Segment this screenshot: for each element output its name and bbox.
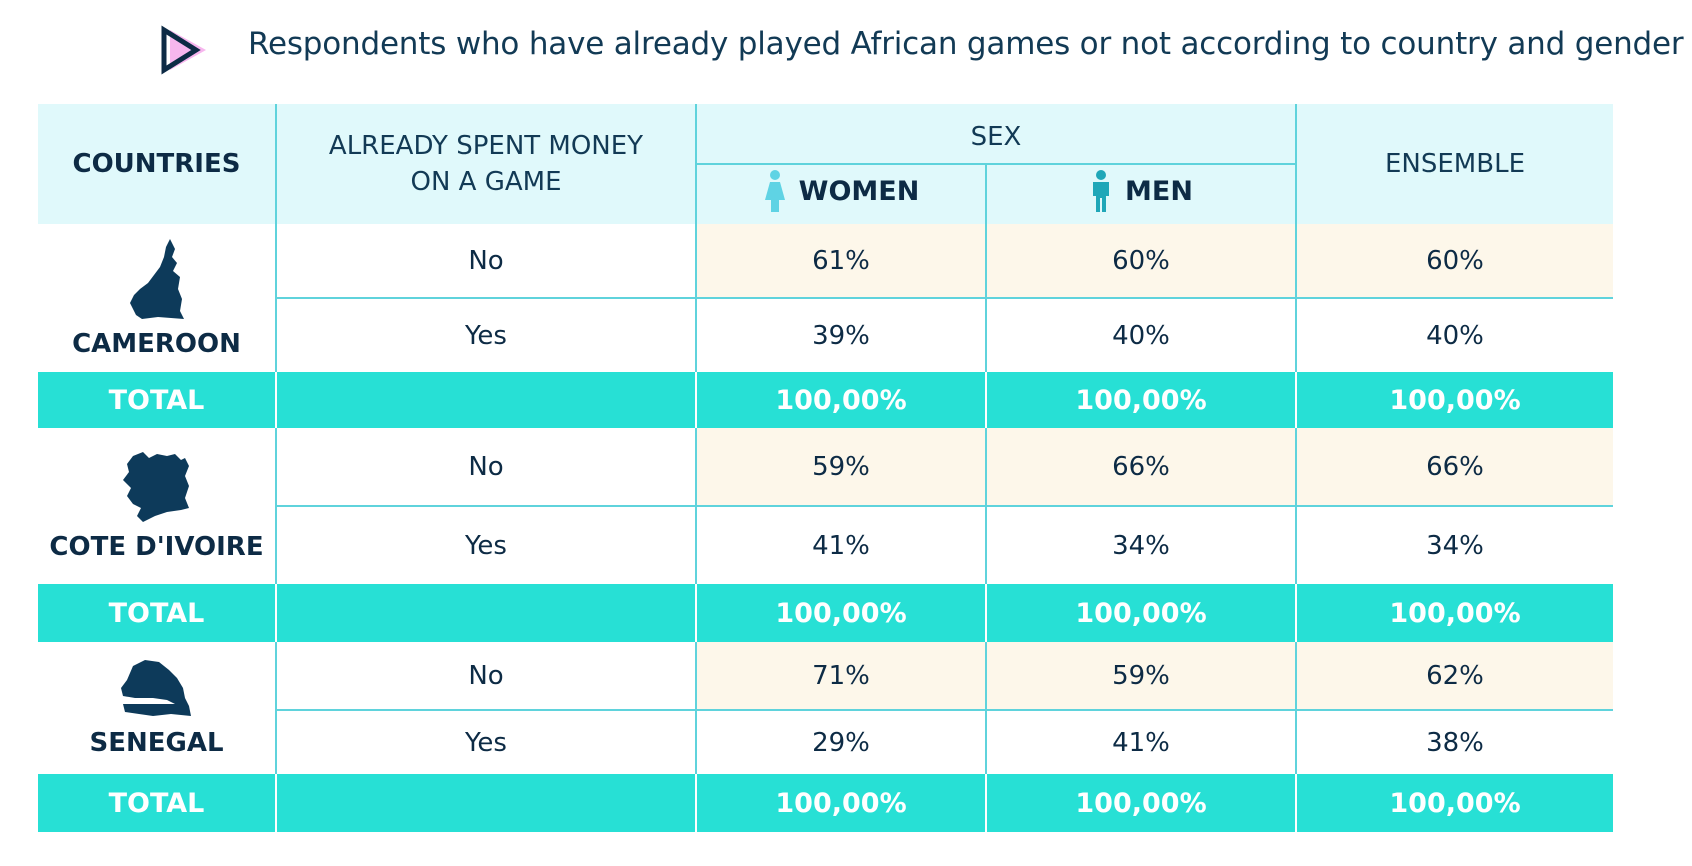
men-value: 66% xyxy=(985,428,1296,507)
answer-cell: Yes xyxy=(275,298,696,372)
total-women: 100,00% xyxy=(695,372,986,428)
ensemble-value: 38% xyxy=(1295,710,1613,774)
total-ensemble: 100,00% xyxy=(1295,774,1613,832)
senegal-map-icon xyxy=(120,660,191,716)
ensemble-value: 34% xyxy=(1295,506,1613,584)
total-women: 100,00% xyxy=(695,584,986,642)
header-countries: COUNTRIES xyxy=(38,104,276,224)
total-label: TOTAL xyxy=(38,584,276,642)
country-name: SENEGAL xyxy=(89,728,224,758)
men-value: 41% xyxy=(985,710,1296,774)
man-icon xyxy=(1093,170,1110,212)
total-women: 100,00% xyxy=(695,774,986,832)
header-men: MEN xyxy=(985,164,1296,224)
cameroon-map-icon xyxy=(129,239,184,319)
ensemble-value: 40% xyxy=(1295,298,1613,372)
total-empty xyxy=(275,372,696,428)
header-sex: SEX xyxy=(695,104,1296,165)
cote-divoire-map-icon xyxy=(122,452,189,522)
country-name: CAMEROON xyxy=(72,329,241,359)
ensemble-value: 66% xyxy=(1295,428,1613,507)
header-men-label: MEN xyxy=(1125,175,1193,207)
header-spent: ALREADY SPENT MONEY ON A GAME xyxy=(275,104,696,224)
answer-cell: No xyxy=(275,224,696,299)
country-cell-cote-divoire: COTE D'IVOIRE xyxy=(38,428,276,584)
header-ensemble: ENSEMBLE xyxy=(1295,104,1613,224)
answer-cell: No xyxy=(275,428,696,507)
country-cell-cameroon: CAMEROON xyxy=(38,224,276,372)
woman-icon xyxy=(764,170,785,212)
answer-cell: No xyxy=(275,642,696,711)
women-value: 61% xyxy=(695,224,986,299)
header-spent-line1: ALREADY SPENT MONEY xyxy=(328,131,644,161)
women-value: 71% xyxy=(695,642,986,711)
total-ensemble: 100,00% xyxy=(1295,584,1613,642)
total-men: 100,00% xyxy=(985,774,1296,832)
header-women-label: WOMEN xyxy=(798,175,920,207)
answer-cell: Yes xyxy=(275,710,696,774)
total-empty xyxy=(275,584,696,642)
women-value: 39% xyxy=(695,298,986,372)
country-name: COTE D'IVOIRE xyxy=(49,532,264,562)
answer-cell: Yes xyxy=(275,506,696,584)
page-title: Respondents who have already played Afri… xyxy=(248,26,1684,62)
total-label: TOTAL xyxy=(38,372,276,428)
ensemble-value: 62% xyxy=(1295,642,1613,711)
total-men: 100,00% xyxy=(985,372,1296,428)
header-women: WOMEN xyxy=(695,164,986,224)
men-value: 60% xyxy=(985,224,1296,299)
women-value: 29% xyxy=(695,710,986,774)
total-empty xyxy=(275,774,696,832)
header-spent-line2: ON A GAME xyxy=(410,167,562,197)
men-value: 59% xyxy=(985,642,1296,711)
country-cell-senegal: SENEGAL xyxy=(38,642,276,774)
play-triangle-logo-icon xyxy=(161,25,206,75)
data-table: COUNTRIES ALREADY SPENT MONEY ON A GAME … xyxy=(38,104,1613,832)
women-value: 41% xyxy=(695,506,986,584)
men-value: 40% xyxy=(985,298,1296,372)
total-men: 100,00% xyxy=(985,584,1296,642)
women-value: 59% xyxy=(695,428,986,507)
men-value: 34% xyxy=(985,506,1296,584)
total-label: TOTAL xyxy=(38,774,276,832)
ensemble-value: 60% xyxy=(1295,224,1613,299)
total-ensemble: 100,00% xyxy=(1295,372,1613,428)
